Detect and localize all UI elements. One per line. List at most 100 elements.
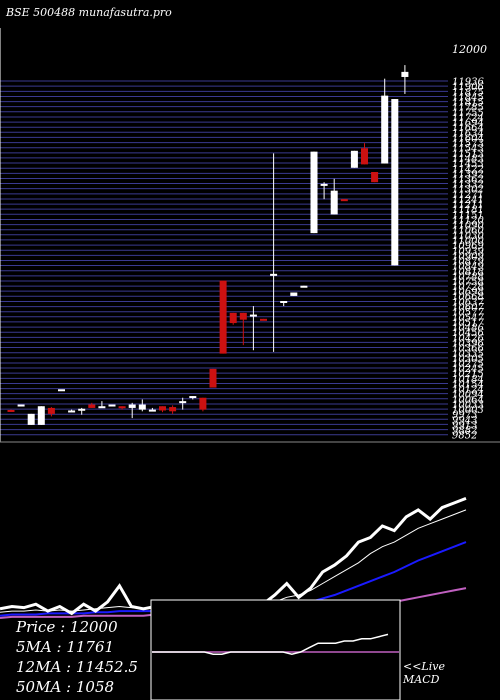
tick-label: 10969 xyxy=(452,241,484,252)
tick-label: 9943 xyxy=(452,415,477,426)
tick-label: 11906 xyxy=(452,82,484,93)
candle-body xyxy=(159,406,166,411)
tick-label: 11241 xyxy=(452,195,484,206)
tick-label: 10607 xyxy=(452,303,484,314)
macd-title-label: MACD xyxy=(403,673,440,686)
legend-ma50: 50MA : 1058 xyxy=(16,678,115,696)
tick-label: 11815 xyxy=(452,98,484,109)
tick-label: 11875 xyxy=(452,87,484,98)
candle-body xyxy=(189,396,197,399)
candle-body xyxy=(108,404,116,407)
tick-label: 11151 xyxy=(452,210,484,221)
candle-body xyxy=(7,409,15,412)
tick-label: 10547 xyxy=(452,313,484,324)
candle-body xyxy=(98,406,106,409)
legend-ma12: 12MA : 11452.5 xyxy=(16,658,138,676)
tick-label: 10909 xyxy=(452,251,484,262)
tick-label: 10215 xyxy=(452,369,484,380)
tick-label: 11513 xyxy=(452,149,484,160)
tick-label: 11392 xyxy=(452,169,484,180)
tick-label: 10879 xyxy=(452,256,484,267)
candle-body xyxy=(78,408,86,411)
tick-label: 10517 xyxy=(452,318,484,329)
candle-body xyxy=(310,151,318,234)
candle-body xyxy=(249,314,257,317)
candle-body xyxy=(179,401,187,404)
candle-body xyxy=(340,199,348,202)
indicator-legend: Price : 12000 5MA : 11761 12MA : 11452.5… xyxy=(16,617,138,697)
tick-label: 11422 xyxy=(452,164,484,175)
tick-label: 10668 xyxy=(452,292,484,303)
candle-body xyxy=(37,406,45,425)
candle-body xyxy=(330,190,338,215)
ma5-line xyxy=(0,509,467,613)
candle-body xyxy=(391,99,399,266)
candle-body xyxy=(290,292,298,296)
tick-label: 9913 xyxy=(452,420,477,431)
candle-body xyxy=(138,404,146,410)
candle-body xyxy=(17,404,25,407)
tick-label: 11060 xyxy=(452,226,484,237)
candle-body xyxy=(68,410,76,413)
tick-label: 9882 xyxy=(452,426,477,437)
tick-label: 10335 xyxy=(452,349,484,360)
tick-label: 10849 xyxy=(452,262,484,273)
tick-label: 10758 xyxy=(452,277,484,288)
candles xyxy=(7,65,409,425)
price-axis-top-label: 12000 xyxy=(452,43,487,56)
tick-label: 11362 xyxy=(452,174,484,185)
tick-label: 10124 xyxy=(452,385,484,396)
tick-label: 10396 xyxy=(452,338,484,349)
tick-label: 11271 xyxy=(452,190,484,201)
tick-label: 11755 xyxy=(452,108,484,119)
tick-label: 11573 xyxy=(452,139,484,150)
candle-body xyxy=(128,404,136,408)
tick-label: 11000 xyxy=(452,236,484,247)
tick-label: 11694 xyxy=(452,118,484,129)
candle-body xyxy=(300,285,308,288)
legend-price: Price : 12000 xyxy=(16,618,118,636)
tick-label: 10577 xyxy=(452,308,484,319)
tick-label: 10456 xyxy=(452,328,484,339)
tick-label: 10275 xyxy=(452,359,484,370)
candle-body xyxy=(199,397,207,410)
tick-label: 11302 xyxy=(452,185,484,196)
tick-label: 10064 xyxy=(452,395,484,406)
tick-label: 10728 xyxy=(452,282,484,293)
macd-line xyxy=(152,633,389,655)
tick-label: 9852 xyxy=(452,431,477,442)
macd-lines xyxy=(152,633,399,655)
tick-label: 11724 xyxy=(452,113,484,124)
macd-panel xyxy=(150,599,401,700)
candle-body xyxy=(270,273,278,276)
candle-body xyxy=(229,312,237,324)
tick-label: 10094 xyxy=(452,390,484,401)
candle-body xyxy=(219,280,227,354)
price-axis-ticks: 1193611906118751184511815117851175511724… xyxy=(452,77,484,442)
candle-body xyxy=(58,389,65,392)
tick-label: 10154 xyxy=(452,379,484,390)
tick-label: 11211 xyxy=(452,200,484,211)
tick-label: 10184 xyxy=(452,374,484,385)
tick-label: 10637 xyxy=(452,298,484,309)
tick-label: 10245 xyxy=(452,364,484,375)
candle-body xyxy=(88,404,96,408)
candle-body xyxy=(209,368,217,388)
candle-body xyxy=(169,407,177,412)
candle-body xyxy=(320,183,328,186)
tick-label: 11664 xyxy=(452,123,484,134)
candle-body xyxy=(361,148,368,165)
tick-label: 11453 xyxy=(452,159,484,170)
tick-label: 11634 xyxy=(452,128,484,139)
tick-label: 11090 xyxy=(452,221,484,232)
tick-label: 11181 xyxy=(452,205,484,216)
candle-body xyxy=(148,409,156,412)
tick-label: 10486 xyxy=(452,323,484,334)
candle-body xyxy=(280,301,288,304)
tick-label: 9973 xyxy=(452,410,477,421)
macd-live-label: <<Live xyxy=(403,660,445,673)
tick-label: 11030 xyxy=(452,231,484,242)
tick-label: 11936 xyxy=(452,77,484,88)
